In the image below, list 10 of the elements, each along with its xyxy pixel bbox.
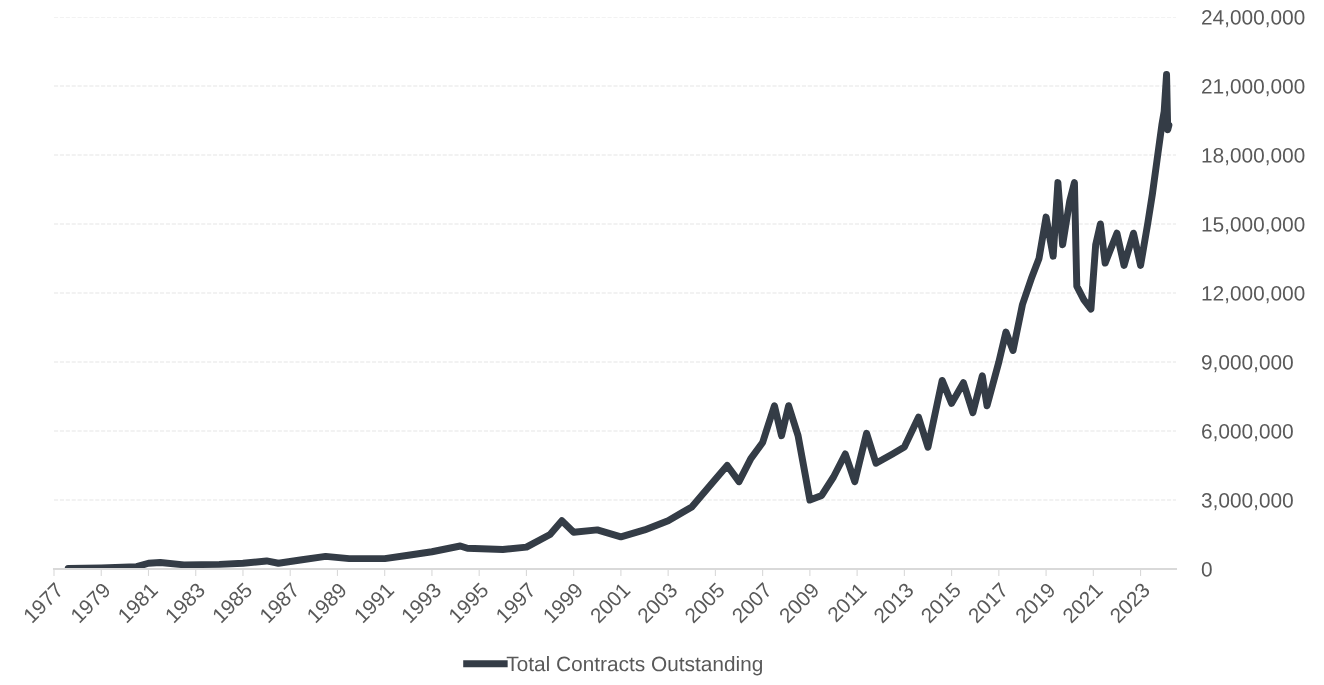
y-tick-label: 24,000,000 bbox=[1202, 10, 1305, 28]
y-tick-label: 15,000,000 bbox=[1202, 217, 1305, 235]
legend-label: Total Contracts Outstanding bbox=[506, 656, 762, 676]
y-tick-label: 18,000,000 bbox=[1202, 148, 1305, 166]
y-tick-label: 21,000,000 bbox=[1202, 79, 1305, 97]
y-tick-label: 9,000,000 bbox=[1201, 355, 1293, 373]
y-tick-label: 6,000,000 bbox=[1202, 424, 1293, 442]
y-tick-label: 12,000,000 bbox=[1202, 286, 1305, 304]
y-tick-label: 3,000,000 bbox=[1201, 493, 1293, 511]
y-tick-label: 0 bbox=[1201, 562, 1212, 577]
